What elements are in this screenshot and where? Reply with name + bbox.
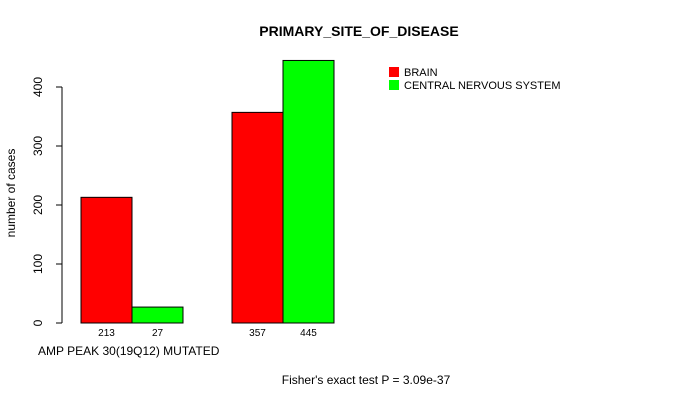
legend-label: CENTRAL NERVOUS SYSTEM [404,80,560,92]
y-tick-label: 100 [31,254,45,274]
bar-value-label: 27 [152,328,164,339]
bars [80,59,335,324]
bar-value-label: 445 [300,328,317,339]
legend-swatch-central-nervous-system [389,80,399,90]
bar-brain-group-1 [80,196,133,324]
x-axis-label: AMP PEAK 30(19Q12) MUTATED [38,344,220,358]
bar-central-nervous-system-group-1 [131,306,184,324]
legend-label: BRAIN [404,67,438,79]
chart-title: PRIMARY_SITE_OF_DISEASE [259,23,458,39]
y-tick-label: 0 [31,319,45,326]
y-tick-label: 200 [31,195,45,215]
bar-value-label: 357 [249,328,266,339]
y-tick-label: 400 [31,77,45,97]
value-labels: 213 27 357 445 [98,328,317,339]
fisher-test-footnote: Fisher's exact test P = 3.09e-37 [282,373,451,387]
bar-brain-group-2 [231,111,284,324]
y-tick-label: 300 [31,136,45,156]
y-axis-label: number of cases [4,149,18,238]
bar-central-nervous-system-group-2 [282,59,335,324]
bar-value-label: 213 [98,328,115,339]
y-axis: 0 100 200 300 400 [31,77,63,326]
legend-swatch-brain [389,67,399,77]
